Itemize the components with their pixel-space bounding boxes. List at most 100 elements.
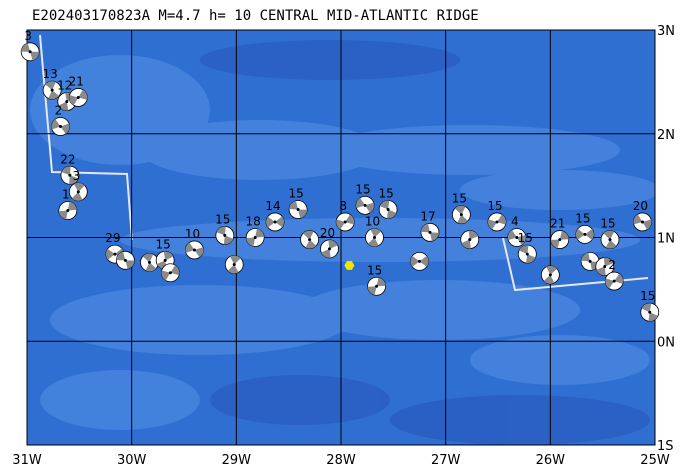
depth-label: 15 [640,289,655,303]
beachball-quadrant [58,101,69,111]
focal-mechanism [575,224,595,244]
depth-label: 15 [600,217,615,231]
focal-mechanism [633,212,652,232]
beachball-center [28,50,32,54]
focal-mechanism [600,230,620,249]
lon-label: 27W [431,453,461,468]
depth-label: 1 [62,188,70,202]
depth-label: 15 [355,182,370,196]
focal-mechanism [604,271,624,291]
lon-label: 25W [640,453,670,468]
beachball-center [58,124,62,128]
beachball-quadrant [581,252,591,262]
focal-mechanism [300,230,320,249]
depth-label: 10 [365,215,380,229]
beachball-quadrant [468,230,479,240]
beachball-quadrant [519,245,529,255]
beachball-center [66,209,70,213]
beachball-quadrant [345,214,355,225]
beachball-quadrant [45,81,56,91]
focal-mechanism [245,228,265,247]
lat-label: 3N [657,24,675,39]
beachball-center [273,220,277,224]
beachball-quadrant [170,265,180,276]
focal-mechanism [60,165,80,185]
beachball-quadrant [216,226,226,236]
beachball-quadrant [605,278,615,289]
beachball-center [495,220,499,224]
depth-label: 15 [452,192,467,206]
beachball-quadrant [379,200,390,210]
beachball-quadrant [457,214,468,224]
beachball-quadrant [429,232,439,242]
beachball-quadrant [370,228,382,238]
focal-mechanism [68,88,88,107]
beachball-center [308,238,312,242]
depth-label: 2 [608,258,616,272]
focal-mechanism [265,212,285,232]
focal-mechanism [410,251,429,271]
beachball-quadrant [30,51,40,61]
focal-mechanism [185,240,204,260]
beachball-quadrant [255,228,265,238]
focal-mechanism [160,263,180,283]
focal-mechanism [320,239,339,259]
depth-label: 15 [288,186,303,200]
beachball-quadrant [60,123,70,134]
beachball-center [468,238,472,242]
beachball-center [163,258,167,262]
title: E202403170823A M=4.7 h= 10 CENTRAL MID-A… [32,8,479,24]
beachball-quadrant [51,119,61,130]
focal-mechanism [115,250,135,270]
beachball-quadrant [223,235,234,245]
beachball-center [612,279,616,283]
depth-label: 17 [420,209,435,223]
lat-label: 1N [657,232,675,247]
beachball-center [147,260,151,264]
beachball-quadrant [142,253,154,263]
depth-label: 15 [215,212,230,226]
beachball-quadrant [78,89,88,100]
beachball-center [548,273,552,277]
depth-label: 10 [185,227,200,241]
depth-label: 21 [550,217,565,231]
beachball-quadrant [21,43,31,52]
beachball-center [123,258,127,262]
depth-label: 29 [105,231,120,245]
beachball-quadrant [185,242,195,253]
focal-mechanism [640,302,660,322]
beachball-quadrant [376,277,386,287]
beachball-quadrant [227,264,239,274]
beachball-center [113,252,117,256]
lon-label: 30W [117,453,147,468]
beachball-quadrant [275,216,285,228]
beachball-quadrant [648,312,658,322]
depth-label: 18 [246,215,261,229]
focal-mechanism [42,80,62,100]
beachball-quadrant [58,210,68,220]
beachball-quadrant [61,166,71,176]
beachball-quadrant [526,254,536,264]
beachball-quadrant [614,273,624,284]
focal-mechanism [51,117,70,136]
beachball-quadrant [487,219,497,230]
beachball-quadrant [229,255,241,265]
depth-label: 20 [633,199,648,213]
depth-label: 21 [69,74,84,88]
focal-mechanism [68,182,88,202]
focal-mechanism [140,252,159,272]
depth-label: 3 [72,169,80,183]
depth-label: 13 [42,67,57,81]
beachball-quadrant [454,205,466,215]
beachball-quadrant [605,239,617,249]
beachball-quadrant [289,200,299,210]
beachball-quadrant [73,182,85,192]
lon-label: 29W [222,453,252,468]
beachball-quadrant [163,251,174,261]
beachball-quadrant [321,248,331,258]
beachball-quadrant [356,197,366,209]
beachball-quadrant [365,202,375,213]
beachball-quadrant [575,228,585,240]
focal-mechanism [517,244,537,264]
